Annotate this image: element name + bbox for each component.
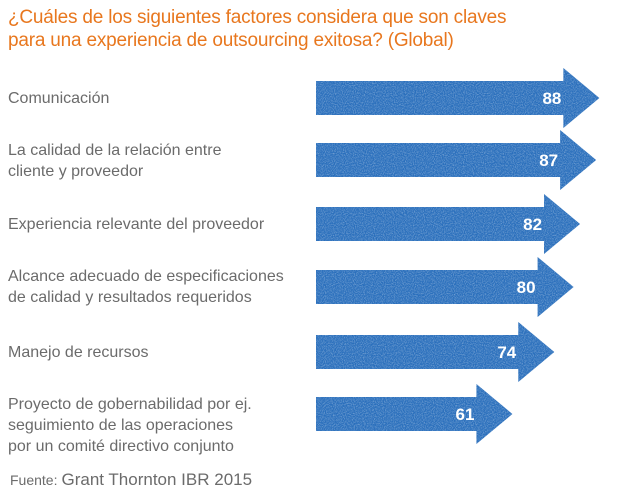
category-label-line: Proyecto de gobernabilidad por ej. xyxy=(8,396,252,413)
category-label-4: Alcance adecuado de especificaciones de c… xyxy=(8,266,303,308)
category-label-line: de calidad y resultados requeridos xyxy=(8,289,252,306)
category-label-1: Comunicación xyxy=(8,88,303,109)
chart-title-line-2: para una experiencia de outsourcing exit… xyxy=(8,30,454,51)
chart-title-line-1: ¿Cuáles de los siguientes factores consi… xyxy=(8,7,507,28)
bar-group-6: 61 xyxy=(316,384,513,444)
bar-group-4: 80 xyxy=(316,257,574,317)
arrow-texture-6 xyxy=(316,384,513,444)
data-label-6: 61 xyxy=(455,405,474,424)
category-label-2: La calidad de la relación entre cliente y… xyxy=(8,140,303,182)
data-label-5: 74 xyxy=(497,343,516,362)
arrow-texture-2 xyxy=(316,130,597,190)
bar-group-2: 87 xyxy=(316,130,597,190)
bar-group-1: 88 xyxy=(316,68,600,128)
bar-group-3: 82 xyxy=(316,194,581,254)
category-label-line: cliente y proveedor xyxy=(8,163,144,180)
category-label-line: Experiencia relevante del proveedor xyxy=(8,216,265,233)
data-label-2: 87 xyxy=(539,151,558,170)
source-prefix: Fuente: xyxy=(10,472,58,488)
category-label-line: seguimiento de las operaciones xyxy=(8,417,234,434)
arrow-texture-4 xyxy=(316,257,574,317)
category-label-line: Alcance adecuado de especificaciones xyxy=(8,268,284,285)
category-label-line: Comunicación xyxy=(8,90,110,107)
category-label-line: por un comité directivo conjunto xyxy=(8,438,234,455)
chart-title: ¿Cuáles de los siguientes factores consi… xyxy=(8,6,608,52)
data-label-3: 82 xyxy=(523,215,542,234)
bar-group-5: 74 xyxy=(316,322,555,382)
category-label-5: Manejo de recursos xyxy=(8,342,303,363)
source-note: Fuente: Grant Thornton IBR 2015 xyxy=(10,470,252,490)
data-label-1: 88 xyxy=(542,89,561,108)
arrow-texture-1 xyxy=(316,68,600,128)
category-label-line: La calidad de la relación entre xyxy=(8,142,222,159)
data-label-4: 80 xyxy=(517,278,536,297)
category-label-line: Manejo de recursos xyxy=(8,344,149,361)
arrow-texture-3 xyxy=(316,194,581,254)
category-label-6: Proyecto de gobernabilidad por ej. seguim… xyxy=(8,394,303,457)
arrow-texture-5 xyxy=(316,322,555,382)
category-label-3: Experiencia relevante del proveedor xyxy=(8,214,303,235)
source-text: Grant Thornton IBR 2015 xyxy=(61,470,253,489)
